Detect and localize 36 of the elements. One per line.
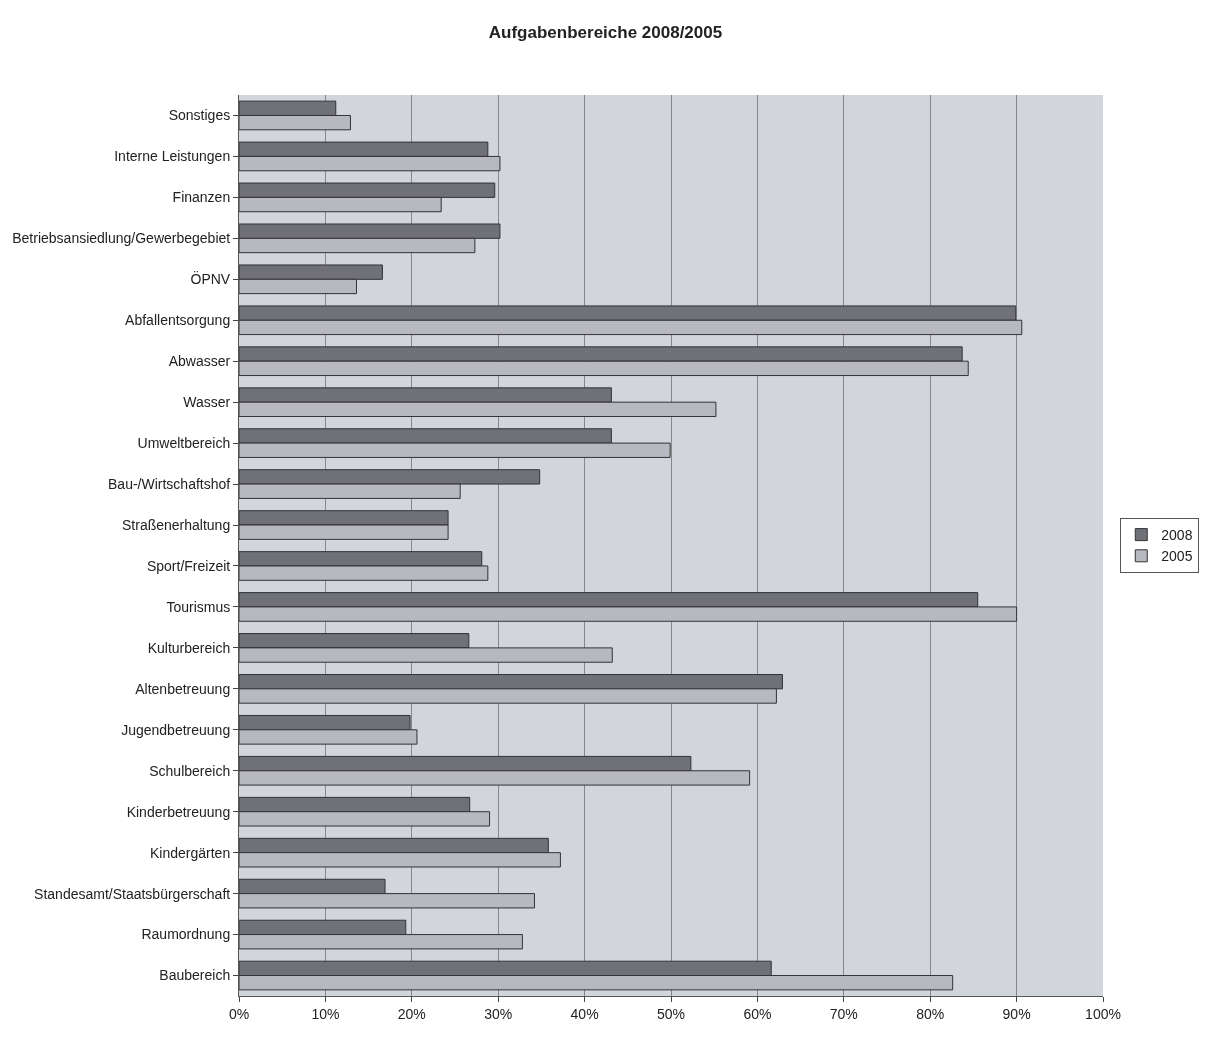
- legend-label: 2008: [1161, 527, 1193, 544]
- y-tick-label: Umweltbereich: [137, 435, 231, 452]
- y-tick-label: Kinderbetreuung: [126, 803, 231, 820]
- x-tick-label: 90%: [1002, 1005, 1031, 1022]
- x-tick-label: 30%: [484, 1005, 513, 1022]
- y-tick-label: Straßenerhaltung: [122, 516, 231, 533]
- y-tick-label: Sport/Freizeit: [146, 557, 231, 574]
- legend-label: 2005: [1161, 548, 1193, 565]
- y-tick-label: Altenbetreuung: [135, 680, 231, 697]
- y-tick-label: Schulbereich: [149, 762, 231, 779]
- y-tick-label: Jugendbetreuung: [121, 721, 231, 738]
- y-tick-label: Betriebsansiedlung/Gewerbegebiet: [12, 230, 231, 247]
- x-tick-label: 10%: [311, 1005, 340, 1022]
- y-tick-label: Kindergärten: [150, 844, 231, 861]
- y-tick-label: Kulturbereich: [147, 639, 231, 656]
- x-tick-label: 80%: [916, 1005, 945, 1022]
- x-tick-label: 100%: [1085, 1005, 1121, 1022]
- y-tick-label: Abfallentsorgung: [125, 312, 231, 329]
- x-tick-label: 40%: [570, 1005, 599, 1022]
- x-tick-label: 20%: [397, 1005, 426, 1022]
- y-tick-label: Finanzen: [172, 189, 231, 206]
- y-tick-label: Bau-/Wirtschaftshof: [108, 475, 231, 492]
- y-tick-label: Baubereich: [159, 967, 231, 984]
- y-tick-label: Abwasser: [168, 353, 231, 370]
- x-tick-label: 60%: [743, 1005, 772, 1022]
- y-tick-label: Wasser: [183, 394, 231, 411]
- y-tick-label: Sonstiges: [168, 107, 231, 124]
- y-tick-label: ÖPNV: [190, 270, 231, 288]
- y-tick-label: Tourismus: [166, 598, 231, 615]
- y-tick-label: Standesamt/Staatsbürgerschaft: [34, 885, 231, 902]
- y-tick-label: Raumordnung: [141, 926, 231, 943]
- chart-title: Aufgabenbereiche 2008/2005: [488, 23, 723, 43]
- y-tick-label: Interne Leistungen: [114, 148, 231, 165]
- x-tick-label: 0%: [228, 1005, 250, 1022]
- x-tick-label: 70%: [829, 1005, 858, 1022]
- x-tick-label: 50%: [656, 1005, 686, 1022]
